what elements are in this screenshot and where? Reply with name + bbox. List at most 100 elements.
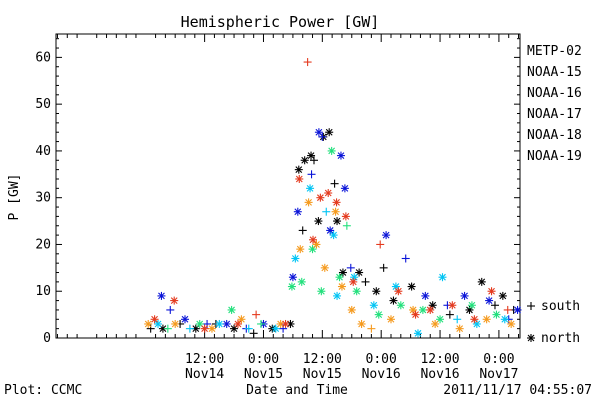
data-point-north bbox=[295, 174, 304, 183]
data-point-south bbox=[361, 277, 370, 286]
data-point-north bbox=[460, 291, 469, 300]
data-point-north bbox=[413, 329, 422, 338]
y-tick-label: 40 bbox=[35, 144, 51, 159]
x-tick-time: 12:00 bbox=[420, 352, 459, 367]
data-point-north bbox=[180, 315, 189, 324]
data-point-north bbox=[207, 324, 216, 333]
x-tick-date: Nov17 bbox=[479, 367, 518, 382]
data-point-north bbox=[341, 212, 350, 221]
data-point-north bbox=[233, 319, 242, 328]
data-point-north bbox=[492, 310, 501, 319]
data-point-north bbox=[448, 301, 457, 310]
y-tick-label: 0 bbox=[43, 331, 51, 346]
data-point-north bbox=[154, 319, 163, 328]
data-point-north bbox=[304, 198, 313, 207]
data-point-north bbox=[338, 268, 347, 277]
data-point-north bbox=[374, 310, 383, 319]
x-tick-time: 0:00 bbox=[248, 352, 279, 367]
data-point-south bbox=[322, 207, 331, 216]
data-point-north bbox=[485, 296, 494, 305]
data-point-north bbox=[331, 207, 340, 216]
data-point-north bbox=[394, 287, 403, 296]
data-point-north bbox=[470, 315, 479, 324]
data-point-north bbox=[389, 296, 398, 305]
data-point-south bbox=[453, 315, 462, 324]
x-tick-date: Nov15 bbox=[303, 367, 342, 382]
y-tick-label: 20 bbox=[35, 237, 51, 252]
data-point-south bbox=[376, 240, 385, 249]
data-point-north bbox=[294, 165, 303, 174]
data-point-north bbox=[300, 156, 309, 165]
data-point-north bbox=[382, 231, 391, 240]
legend-entry: NOAA-18 bbox=[527, 128, 582, 143]
data-point-south bbox=[367, 324, 376, 333]
data-point-south bbox=[244, 324, 253, 333]
data-point-north bbox=[347, 305, 356, 314]
plot-frame bbox=[55, 33, 521, 339]
data-point-north bbox=[324, 189, 333, 198]
x-tick-date: Nov16 bbox=[420, 367, 459, 382]
data-point-north bbox=[316, 193, 325, 202]
data-point-north bbox=[307, 151, 316, 160]
data-point-north bbox=[500, 315, 509, 324]
chart-title: Hemispheric Power [GW] bbox=[181, 13, 380, 31]
data-point-north bbox=[297, 277, 306, 286]
data-point-north bbox=[237, 315, 246, 324]
data-point-north bbox=[418, 305, 427, 314]
y-tick-label: 30 bbox=[35, 191, 51, 206]
data-point-south bbox=[185, 324, 194, 333]
data-point-north bbox=[157, 291, 166, 300]
legend-entry: METP-02 bbox=[527, 44, 582, 59]
data-point-north bbox=[306, 184, 315, 193]
footer-left-label: Plot: CCMC bbox=[4, 383, 82, 398]
data-point-north bbox=[230, 324, 239, 333]
data-points bbox=[144, 58, 522, 338]
data-point-south bbox=[401, 254, 410, 263]
data-point-north bbox=[477, 277, 486, 286]
data-point-north bbox=[222, 319, 231, 328]
series-noaa-17 bbox=[163, 146, 501, 333]
data-point-north bbox=[215, 319, 224, 328]
data-point-north bbox=[333, 217, 342, 226]
data-point-south bbox=[490, 301, 499, 310]
marker-legend-label: south bbox=[541, 299, 580, 314]
legend-entry: NOAA-19 bbox=[527, 149, 582, 164]
legend-entry: NOAA-17 bbox=[527, 107, 582, 122]
data-point-north bbox=[325, 128, 334, 137]
x-axis: 12:00Nov140:00Nov1512:00Nov150:00Nov1612… bbox=[56, 34, 520, 382]
series-noaa-16 bbox=[154, 184, 509, 338]
data-point-south bbox=[318, 132, 327, 141]
x-tick-time: 0:00 bbox=[483, 352, 514, 367]
data-point-north bbox=[455, 324, 464, 333]
data-point-south bbox=[309, 156, 318, 165]
data-point-north bbox=[227, 305, 236, 314]
data-point-north bbox=[314, 217, 323, 226]
series-noaa-15 bbox=[157, 128, 522, 333]
data-point-north bbox=[340, 184, 349, 193]
y-tick-label: 60 bbox=[35, 50, 51, 65]
data-point-north bbox=[337, 282, 346, 291]
data-point-north bbox=[349, 277, 358, 286]
data-point-north bbox=[287, 282, 296, 291]
data-point-north bbox=[407, 282, 416, 291]
data-point-north bbox=[329, 231, 338, 240]
data-point-north bbox=[281, 319, 290, 328]
x-tick-time: 12:00 bbox=[185, 352, 224, 367]
data-point-north bbox=[335, 273, 344, 282]
data-point-north bbox=[396, 301, 405, 310]
data-point-north bbox=[320, 263, 329, 272]
data-point-south bbox=[257, 319, 266, 328]
data-point-north bbox=[431, 319, 440, 328]
data-point-south bbox=[252, 310, 261, 319]
data-point-south bbox=[342, 221, 351, 230]
data-point-north bbox=[326, 226, 335, 235]
data-point-north bbox=[312, 240, 321, 249]
data-point-south bbox=[303, 58, 312, 67]
data-point-north bbox=[288, 273, 297, 282]
data-point-north bbox=[309, 235, 318, 244]
data-point-south bbox=[346, 263, 355, 272]
data-point-north bbox=[296, 245, 305, 254]
footer-timestamp: 2011/11/17 04:55:07 bbox=[443, 383, 592, 398]
x-tick-date: Nov15 bbox=[244, 367, 283, 382]
